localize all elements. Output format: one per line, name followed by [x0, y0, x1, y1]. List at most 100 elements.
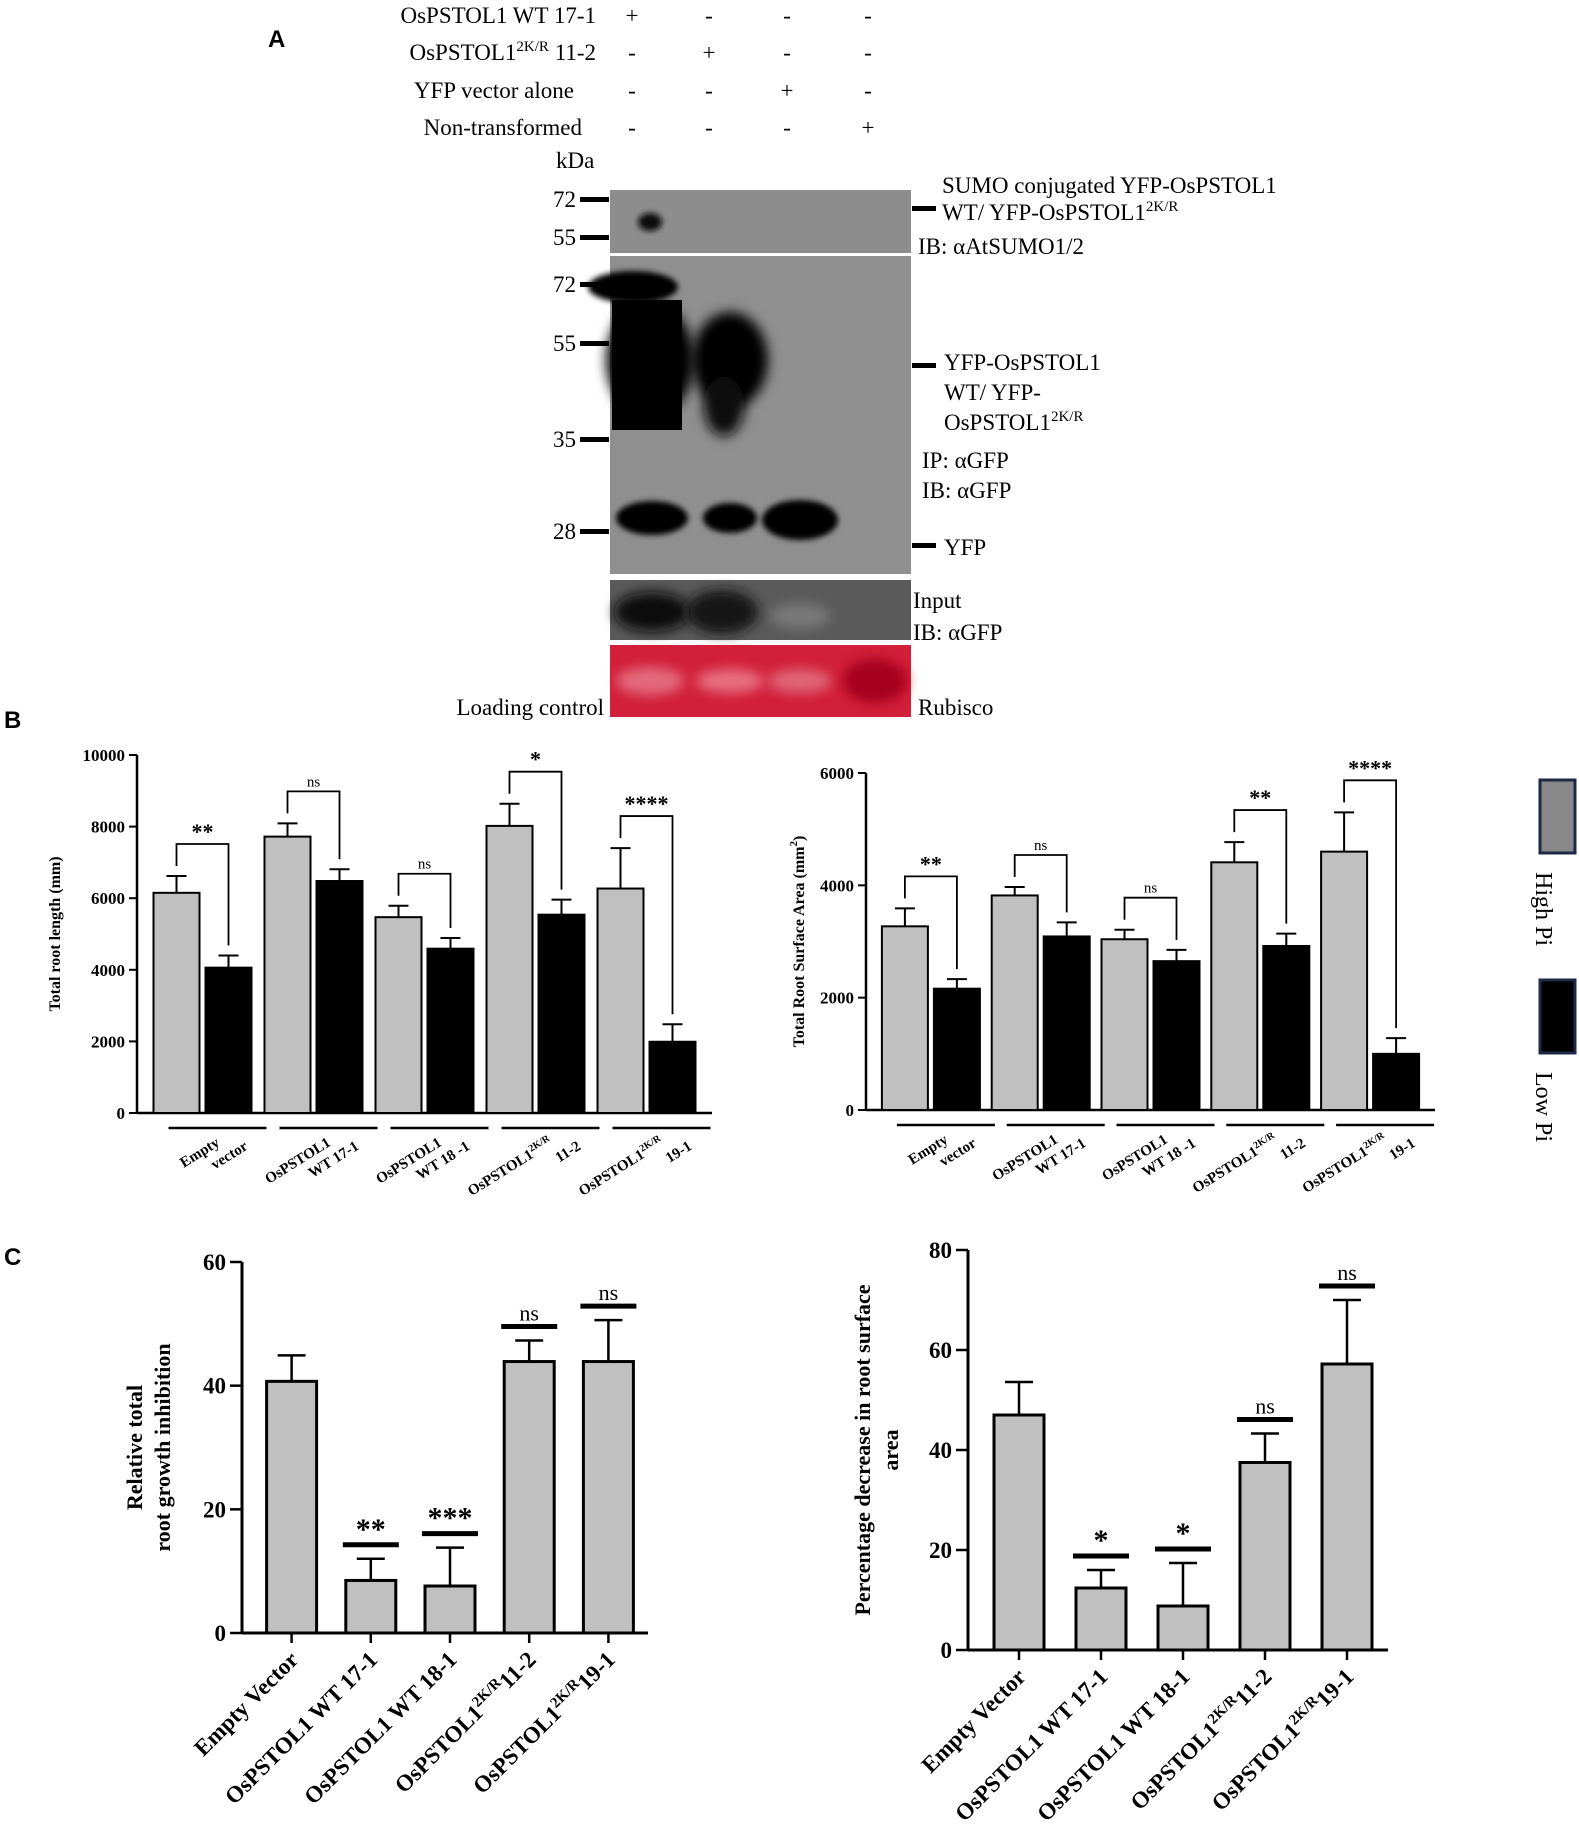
- input-label: Input: [913, 588, 962, 613]
- panel-letter-a: A: [268, 26, 285, 53]
- kda-marker-label: 72: [553, 272, 576, 297]
- bar-low-pi: [1372, 1052, 1421, 1112]
- rubisco-band-4: [843, 659, 907, 703]
- category-label: OsPSTOL1 WT 17-1: [220, 1647, 382, 1809]
- legend-swatch-low-pi: [1538, 978, 1577, 1055]
- category-label: OsPSTOL1 WT 17-1: [950, 1664, 1112, 1826]
- sumo-annotation-1: SUMO conjugated YFP-OsPSTOL1: [942, 173, 1277, 198]
- category-label: OsPSTOL12K/R11-2: [1189, 1118, 1309, 1211]
- row-label-2kr: OsPSTOL12K/R 11-2: [409, 39, 596, 65]
- category-label: Emptyvector: [906, 1120, 980, 1184]
- significance-label: ****: [1348, 755, 1392, 780]
- category-label: OsPSTOL1 WT 18-1: [299, 1647, 461, 1809]
- chart-total-root-length: 0 2000 4000 6000 8000 10000 Total root length …: [47, 746, 712, 1214]
- significance-bracket: [1343, 779, 1397, 1029]
- significance-label: ns: [1337, 1260, 1357, 1285]
- y-tick-label: 4000: [820, 876, 854, 895]
- bar-low-pi: [1262, 944, 1311, 1112]
- significance-bracket: [286, 790, 341, 860]
- bar: [1320, 1362, 1374, 1652]
- kda-marker-label: 28: [553, 519, 576, 544]
- rubisco-band-2: [696, 669, 764, 693]
- significance-label: ****: [625, 791, 669, 816]
- y-tick-label: 40: [929, 1438, 952, 1463]
- bar-high-pi: [1320, 850, 1369, 1112]
- bar-high-pi: [1100, 938, 1149, 1112]
- treatment-mark: -: [864, 78, 872, 103]
- row-label-wt: OsPSTOL1 WT 17-1: [400, 3, 596, 28]
- yfp-label: YFP: [944, 535, 986, 560]
- significance-bracket: [508, 770, 563, 890]
- kda-marker-label: 35: [553, 427, 576, 452]
- kda-marker-tick: [580, 282, 609, 287]
- y-axis-label: Percentage decrease in root surface: [850, 1284, 875, 1615]
- category-label: Emptyvector: [177, 1123, 251, 1187]
- y-tick-label: 6000: [91, 889, 125, 908]
- kda-label: kDa: [556, 148, 594, 173]
- significance-label: ns: [1034, 838, 1048, 854]
- y-axis-label: Total root length (mm): [47, 856, 64, 1011]
- ip-annotation-3: OsPSTOL12K/R: [944, 409, 1083, 435]
- yfp-band-2kr: [703, 503, 757, 533]
- kda-marker-label: 55: [553, 331, 576, 356]
- loading-control-label: Loading control: [456, 695, 604, 720]
- bar: [1156, 1604, 1210, 1652]
- treatment-mark: -: [628, 115, 636, 140]
- significance-label: **: [192, 819, 214, 844]
- kda-markers: 72 55 72 55 35 28: [553, 187, 609, 544]
- ip-band-2kr-tail: [704, 376, 744, 436]
- panel-letter-b: B: [4, 707, 21, 734]
- bar-high-pi: [1210, 861, 1259, 1111]
- category-label: OsPSTOL12K/R19-1: [467, 1646, 620, 1799]
- y-tick-label: 60: [203, 1250, 226, 1275]
- treatment-mark: +: [781, 78, 794, 103]
- y-tick-label: 80: [929, 1238, 952, 1263]
- category-label: OsPSTOL1WT 17-1: [990, 1120, 1089, 1200]
- input-band-2: [686, 590, 758, 634]
- significance-label: ns: [307, 774, 321, 790]
- y-axis-label: area: [878, 1429, 903, 1470]
- significance-label: ns: [418, 857, 432, 873]
- kda-marker-tick: [580, 437, 609, 442]
- y-tick-label: 20: [929, 1538, 952, 1563]
- category-label: OsPSTOL1WT 18 -1: [373, 1123, 472, 1203]
- category-label: OsPSTOL12K/R19-1: [575, 1121, 695, 1214]
- bar-high-pi: [374, 916, 423, 1115]
- treatment-mark: -: [705, 78, 713, 103]
- bar: [581, 1360, 635, 1635]
- y-axis-label: Relative total: [122, 1385, 147, 1510]
- y-tick-label: 8000: [91, 818, 125, 837]
- significance-bracket: [619, 815, 674, 1015]
- sumo-annotation-2: WT/ YFP-OsPSTOL12K/R: [942, 199, 1178, 225]
- treatment-mark: +: [626, 3, 639, 28]
- sumo-ib: IB: αAtSUMO1/2: [918, 234, 1084, 259]
- y-tick-label: 0: [846, 1101, 855, 1120]
- yfp-band-wt: [616, 501, 688, 535]
- bar-low-pi: [648, 1040, 697, 1115]
- significance-bracket: [1233, 809, 1288, 924]
- bar: [344, 1578, 398, 1635]
- category-label: OsPSTOL1 WT 18-1: [1032, 1664, 1194, 1826]
- y-axis-label: Total Root Surface Area (mm2): [788, 836, 808, 1048]
- input-band-3: [770, 604, 830, 628]
- panel-letter-c: C: [4, 1244, 21, 1271]
- y-tick-label: 2000: [91, 1032, 125, 1051]
- significance-label: **: [920, 851, 942, 876]
- bar: [265, 1379, 319, 1635]
- treatment-mark: -: [705, 115, 713, 140]
- bar-high-pi: [152, 891, 201, 1115]
- significance-label: ***: [428, 1502, 473, 1535]
- bar: [1074, 1586, 1128, 1652]
- ip-annotation-2: WT/ YFP-: [944, 380, 1041, 405]
- row-label-nontransformed: Non-transformed: [424, 115, 583, 140]
- treatment-mark: -: [628, 40, 636, 65]
- bar-low-pi: [1152, 960, 1201, 1111]
- bar-high-pi: [485, 824, 534, 1114]
- significance-label: *: [1094, 1524, 1109, 1557]
- y-tick-label: 0: [215, 1621, 227, 1646]
- panel-a: A OsPSTOL1 WT 17-1 OsPSTOL12K/R 11-2 YFP…: [268, 3, 1277, 720]
- kda-marker-tick: [580, 529, 609, 534]
- y-tick-label: 0: [117, 1104, 126, 1123]
- treatment-mark: -: [783, 40, 791, 65]
